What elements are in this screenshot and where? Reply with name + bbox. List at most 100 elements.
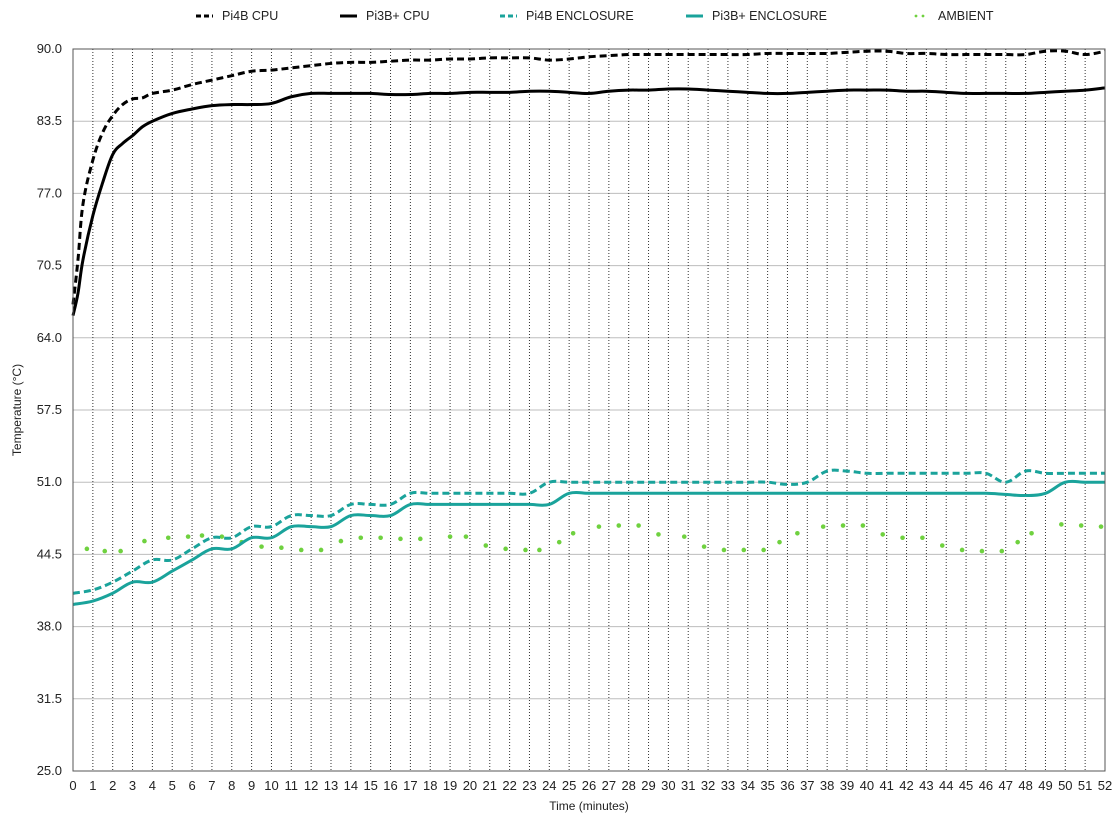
y-tick-label: 64.0: [37, 330, 62, 345]
legend-item-pi3b-cpu: Pi3B+ CPU: [340, 9, 430, 23]
ambient-point: [999, 548, 1005, 554]
ambient-point: [338, 538, 344, 544]
series-pi4b-enclosure: [72, 468, 1105, 595]
ambient-point: [795, 530, 800, 536]
x-tick-label: 20: [463, 778, 477, 793]
ambient-point: [761, 547, 766, 553]
series-layer: [71, 49, 1106, 606]
ambient-point: [880, 532, 886, 537]
y-tick-label: 25.0: [37, 763, 62, 778]
y-tick-label: 70.5: [37, 258, 62, 273]
x-tick-label: 12: [304, 778, 318, 793]
legend-item-pi4b-cpu: Pi4B CPU: [196, 9, 278, 23]
x-tick-label: 45: [959, 778, 973, 793]
legend-label: Pi4B ENCLOSURE: [526, 9, 634, 23]
plot-frame: [72, 48, 1106, 772]
ambient-point: [537, 547, 542, 553]
ambient-point: [418, 536, 423, 542]
x-axis-title: Time (minutes): [549, 799, 629, 813]
ambient-point: [656, 532, 661, 537]
ambient-point: [900, 535, 905, 541]
y-tick-label: 44.5: [37, 546, 62, 561]
x-tick-label: 46: [979, 778, 993, 793]
x-tick-label: 50: [1058, 778, 1072, 793]
ambient-point: [185, 534, 191, 539]
x-tick-label: 14: [344, 778, 358, 793]
x-tick-label: 52: [1098, 778, 1112, 793]
y-tick-label: 77.0: [37, 185, 62, 200]
x-tick-label: 22: [502, 778, 516, 793]
ambient-point: [979, 548, 985, 554]
ambient-point: [1078, 523, 1084, 528]
x-tick-label: 29: [641, 778, 655, 793]
x-tick-label: 17: [403, 778, 417, 793]
ambient-point: [318, 547, 324, 553]
series-pi4b-cpu-line: [71, 49, 1106, 305]
x-tick-label: 47: [999, 778, 1013, 793]
legend-label: Pi3B+ ENCLOSURE: [712, 9, 827, 23]
x-tick-label: 48: [1018, 778, 1032, 793]
y-tick-label: 57.5: [37, 402, 62, 417]
ambient-point: [959, 547, 965, 553]
ambient-point: [741, 547, 747, 553]
ambient-point: [721, 547, 727, 553]
x-tick-label: 33: [721, 778, 735, 793]
ambient-point: [920, 535, 925, 541]
x-tick-label: 5: [169, 778, 176, 793]
legend-item-pi3b-enclosure: Pi3B+ ENCLOSURE: [686, 9, 827, 23]
x-tick-label: 30: [661, 778, 675, 793]
x-tick-label: 18: [423, 778, 437, 793]
ambient-point: [701, 544, 707, 549]
x-tick-label: 3: [129, 778, 136, 793]
series-ambient: [84, 522, 1104, 554]
ambient-point: [681, 534, 687, 539]
ambient-point: [199, 533, 205, 538]
x-tick-label: 0: [69, 778, 76, 793]
x-tick-label: 44: [939, 778, 953, 793]
x-tick-label: 10: [264, 778, 278, 793]
y-tick-label: 83.5: [37, 113, 62, 128]
x-tick-label: 13: [324, 778, 338, 793]
x-tick-label: 43: [919, 778, 933, 793]
x-tick-label: 38: [820, 778, 834, 793]
x-tick-label: 8: [228, 778, 235, 793]
ambient-point: [102, 548, 108, 554]
ambient-point: [556, 539, 562, 545]
ambient-point: [1098, 524, 1104, 529]
x-axis-tick-labels: 0 1 2 3 4 5 6 7 8 9 10 11 12 13 14 15 16 17 18 19 20 21 22 23 24…: [69, 778, 1112, 793]
x-tick-label: 37: [800, 778, 814, 793]
x-tick-label: 7: [208, 778, 215, 793]
legend-swatch: [914, 14, 918, 18]
y-axis-tick-labels: 25.0 31.5 38.0 44.5 51.0 57.5 64.0 70.5 77.0 83.5…: [37, 41, 62, 778]
ambient-point: [1029, 530, 1034, 536]
ambient-point: [279, 545, 284, 551]
x-tick-label: 36: [780, 778, 794, 793]
ambient-point: [398, 536, 403, 542]
ambient-point: [298, 547, 304, 553]
ambient-point: [1059, 522, 1064, 527]
series-pi4b-cpu: [71, 49, 1106, 305]
ambient-point: [570, 530, 576, 536]
ambient-point: [142, 538, 147, 544]
ambient-point: [118, 548, 123, 554]
series-pi3b-cpu: [71, 86, 1106, 316]
series-pi3b-enclosure-line: [72, 479, 1105, 606]
x-tick-label: 32: [701, 778, 715, 793]
ambient-point: [840, 523, 846, 528]
x-tick-label: 42: [899, 778, 913, 793]
x-tick-label: 24: [542, 778, 556, 793]
series-pi3b-enclosure: [72, 479, 1105, 606]
ambient-point: [616, 523, 622, 528]
x-tick-label: 6: [188, 778, 195, 793]
y-tick-label: 31.5: [37, 691, 62, 706]
x-tick-label: 40: [860, 778, 874, 793]
x-tick-label: 2: [109, 778, 116, 793]
vertical-grid: [92, 49, 1086, 771]
legend-item-ambient: AMBIENT: [914, 9, 994, 23]
x-tick-label: 27: [602, 778, 616, 793]
x-tick-label: 16: [383, 778, 397, 793]
legend-label: Pi3B+ CPU: [366, 9, 430, 23]
y-tick-label: 51.0: [37, 474, 62, 489]
y-axis-title: Temperature (°C): [10, 364, 24, 456]
